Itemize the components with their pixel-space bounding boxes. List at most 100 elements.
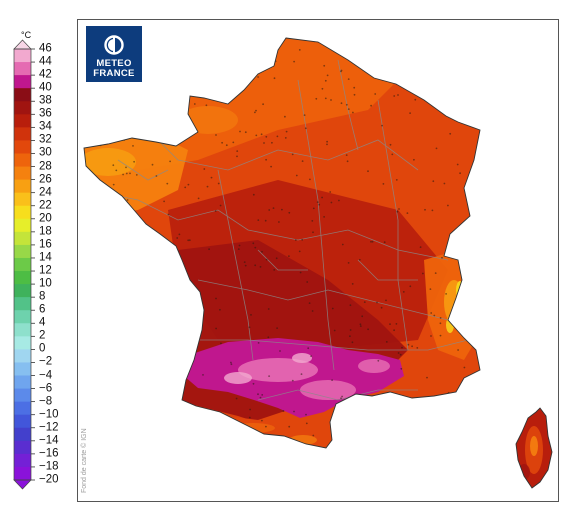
station-dot — [228, 417, 231, 420]
station-dot — [248, 326, 251, 329]
station-dot — [323, 64, 326, 67]
pyrenees-high-zone — [289, 435, 317, 445]
peak-heat-zone — [292, 353, 312, 363]
station-dot — [271, 141, 273, 144]
station-dot — [115, 300, 118, 302]
legend-tick-label: −12 — [39, 421, 59, 433]
station-dot — [298, 49, 301, 51]
station-dot — [115, 126, 118, 128]
station-dot — [80, 187, 82, 189]
station-dot — [285, 130, 288, 133]
station-dot — [316, 201, 319, 204]
station-dot — [338, 42, 341, 45]
station-dot — [398, 208, 400, 210]
station-dot — [435, 147, 438, 150]
station-dot — [232, 141, 235, 144]
station-dot — [363, 301, 366, 303]
station-dot — [303, 114, 306, 116]
map-canvas — [78, 37, 553, 489]
station-dot — [170, 342, 172, 345]
station-dot — [237, 248, 240, 251]
station-dot — [217, 182, 220, 185]
station-dot — [288, 425, 291, 428]
legend-color-band — [14, 336, 31, 350]
station-dot — [298, 250, 301, 253]
station-dot — [467, 442, 470, 445]
legend-color-band — [14, 101, 31, 115]
station-dot — [167, 271, 170, 273]
station-dot — [459, 116, 462, 119]
station-dot — [257, 342, 260, 344]
station-dot — [439, 317, 442, 319]
station-dot — [124, 385, 127, 388]
station-dot — [122, 173, 124, 176]
station-dot — [400, 367, 403, 370]
temperature-legend: °C 46 44 42 40 38 36 34 32 30 28 26 24 22 20 18 16 14 12 1… — [6, 28, 70, 490]
station-dot — [203, 168, 206, 170]
peak-heat-zone — [238, 358, 318, 382]
station-dot — [116, 339, 119, 341]
station-dot — [385, 341, 388, 343]
station-dot — [78, 224, 79, 226]
station-dot — [112, 164, 115, 167]
station-dot — [306, 281, 309, 283]
station-dot — [166, 182, 169, 185]
station-dot — [265, 158, 267, 161]
station-dot — [407, 343, 410, 346]
station-dot — [101, 343, 104, 345]
station-dot — [318, 203, 321, 206]
station-dot — [210, 176, 213, 179]
station-dot — [124, 112, 126, 115]
legend-tick-label: −20 — [39, 473, 59, 486]
peak-heat-zone — [224, 372, 252, 384]
station-dot — [382, 183, 385, 185]
station-dot — [145, 365, 147, 368]
station-dot — [209, 50, 212, 53]
station-dot — [221, 141, 224, 144]
station-dot — [264, 219, 267, 222]
station-dot — [84, 139, 85, 142]
station-dot — [270, 165, 272, 168]
station-dot — [197, 197, 200, 200]
station-dot — [311, 220, 314, 222]
station-dot — [301, 238, 304, 241]
station-dot — [257, 393, 259, 396]
station-dot — [409, 285, 412, 288]
station-dot — [97, 183, 100, 186]
station-dot — [144, 115, 146, 118]
station-dot — [117, 208, 120, 211]
station-dot — [349, 329, 352, 331]
station-dot — [284, 115, 286, 118]
station-dot — [340, 69, 343, 72]
station-dot — [187, 279, 190, 281]
station-dot — [216, 46, 219, 49]
station-dot — [129, 172, 131, 175]
legend-color-band — [14, 88, 31, 102]
station-dot — [331, 307, 334, 310]
station-dot — [238, 244, 241, 247]
station-dot — [244, 131, 247, 134]
legend-color-band — [14, 166, 31, 181]
region-border — [197, 279, 449, 321]
legend-color-band — [14, 140, 31, 154]
station-dot — [167, 213, 170, 216]
station-dot — [267, 308, 270, 310]
station-dot — [441, 256, 443, 259]
station-dot — [389, 323, 391, 325]
legend-tick-label: 26 — [39, 172, 52, 185]
station-dot — [417, 51, 420, 53]
station-dot — [273, 269, 276, 271]
station-dot — [341, 395, 343, 398]
station-dot — [128, 337, 130, 340]
station-dot — [389, 143, 392, 146]
station-dot — [96, 208, 98, 210]
legend-tick-label: −14 — [39, 434, 59, 447]
station-dot — [103, 90, 106, 93]
station-dot — [392, 414, 394, 416]
station-dot — [464, 405, 467, 408]
station-dot — [406, 212, 409, 215]
station-dot — [133, 347, 135, 350]
station-dot — [151, 163, 154, 166]
station-dot — [111, 106, 113, 108]
station-dot — [358, 258, 361, 261]
